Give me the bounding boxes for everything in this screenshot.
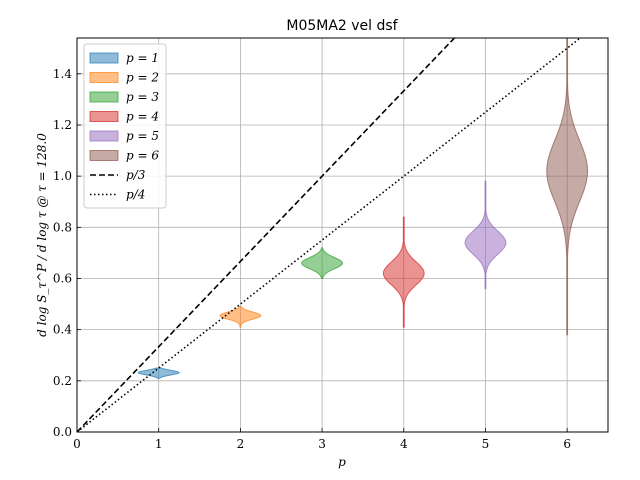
violin-p1	[137, 367, 180, 379]
legend-label: p = 1	[126, 51, 159, 65]
x-tick-label: 0	[73, 437, 81, 451]
legend-label: p/4	[126, 188, 145, 202]
y-axis-label: d log S_τ^P / d log τ @ τ = 128.0	[35, 133, 49, 337]
legend: p = 1 p = 2 p = 3 p = 4 p = 5 p = 6 p/3 p/4	[83, 43, 167, 209]
x-tick-label: 3	[318, 437, 326, 451]
x-tick-label: 2	[237, 437, 245, 451]
y-tick-label: 0.0	[53, 425, 72, 439]
plot-frame	[76, 37, 609, 433]
y-tick-label: 0.4	[53, 323, 72, 337]
y-tick-label: 0.8	[53, 220, 72, 234]
x-axis-label: p	[338, 455, 346, 469]
legend-swatch	[89, 52, 119, 64]
legend-swatch	[89, 111, 119, 122]
legend-label: p/3	[126, 168, 146, 182]
legend-label: p = 4	[126, 110, 159, 124]
violin-p6	[546, 37, 589, 336]
violin-p2	[219, 306, 262, 328]
reference-line-p-4	[76, 37, 581, 433]
y-tick-label: 0.2	[53, 374, 72, 388]
y-tick-label: 1.4	[53, 67, 72, 81]
legend-label: p = 3	[126, 90, 159, 104]
reference-lines	[76, 37, 581, 433]
x-tick-label: 4	[400, 437, 408, 451]
x-tick-label: 5	[482, 437, 490, 451]
legend-label: p = 2	[126, 71, 159, 85]
reference-line-p-3	[76, 37, 456, 433]
violin-p5	[464, 180, 507, 290]
violin-p3	[301, 247, 344, 279]
y-tick-label: 1.2	[53, 118, 72, 132]
legend-swatch	[89, 91, 119, 103]
legend-box	[83, 43, 167, 209]
legend-label: p = 5	[126, 129, 159, 143]
violins	[137, 37, 589, 379]
x-tick-label: 1	[155, 437, 163, 451]
y-tick-label: 1.0	[53, 169, 72, 183]
y-tick-label: 0.6	[53, 271, 72, 285]
legend-swatch	[89, 72, 119, 83]
violin-p4	[382, 216, 425, 328]
x-tick-label: 6	[563, 437, 571, 451]
axis-ticks: 0 1 2 3 4 5 6 0.0 0.2 0.4 0.6 0.8 1.0 1.2 1.4	[53, 67, 571, 451]
legend-swatch	[89, 150, 119, 161]
chart-title: M05MA2 vel dsf	[286, 18, 398, 34]
legend-swatch	[89, 130, 119, 142]
legend-label: p = 6	[126, 149, 159, 163]
